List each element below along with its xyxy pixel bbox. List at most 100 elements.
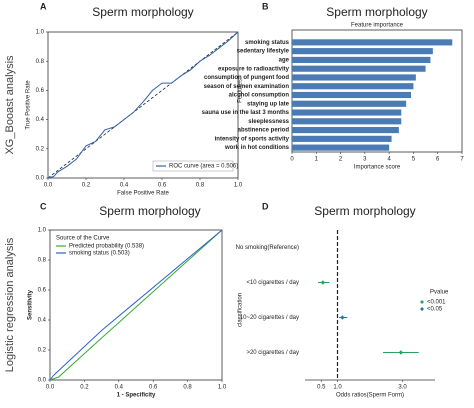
y-tick-label: 0.2 <box>38 348 47 354</box>
chart-title: Sperm morphology <box>314 204 415 218</box>
category-label: sauna use in the last 3 months <box>202 110 290 116</box>
x-tick-label: 0.8 <box>196 183 205 189</box>
panel-letter: D <box>262 201 269 211</box>
bar <box>292 100 407 107</box>
y-axis-label: Features <box>238 79 244 103</box>
roc-curve <box>47 31 239 179</box>
x-tick-label: 6 <box>436 157 440 163</box>
category-label: No smoking(Reference) <box>236 245 299 251</box>
legend-label: Predicted probability (0.538) <box>69 244 144 250</box>
plot-frame <box>49 229 223 381</box>
bar <box>292 83 414 90</box>
category-label: intensity of sports activity <box>215 136 290 142</box>
y-tick-label: 1.0 <box>36 30 45 36</box>
x-tick-label: 4 <box>387 157 391 163</box>
x-tick-label: 3 <box>363 157 367 163</box>
x-tick-label: 0.4 <box>120 183 129 189</box>
bar <box>292 144 390 151</box>
roc-curve <box>49 229 223 381</box>
x-axis-label: Odds ratios(Sperm Form) <box>336 393 404 399</box>
plot-frame <box>291 29 463 153</box>
legend-label: <0.05 <box>427 307 443 313</box>
diagonal <box>47 31 239 179</box>
x-tick-label: 0.6 <box>158 183 167 189</box>
x-tick-label: 0.0 <box>46 385 55 391</box>
chart-title: Sperm morphology <box>99 204 200 218</box>
panel-letter: C <box>40 201 47 211</box>
x-tick-label: 3.0 <box>398 385 407 391</box>
x-tick-label: 0.4 <box>115 385 124 391</box>
panel-letter: B <box>262 1 269 11</box>
x-tick-label: 0.2 <box>82 183 91 189</box>
legend-title: Pvalue <box>430 290 449 296</box>
x-tick-label: 0.8 <box>183 385 192 391</box>
category-label: sleeplessness <box>248 119 289 125</box>
row-label: Logistic regression analysis <box>4 237 16 372</box>
y-tick-label: 0.4 <box>38 318 47 324</box>
category-label: abstinence period <box>238 128 290 134</box>
category-label: alcohol consumption <box>229 93 290 99</box>
y-axis-label: Sensitivity <box>28 289 34 320</box>
x-tick-label: 0.2 <box>80 385 89 391</box>
x-tick-label: 0 <box>290 157 294 163</box>
x-tick-label: 5 <box>412 157 416 163</box>
row-label: XG_Booast analysis <box>4 55 16 155</box>
chart-subtitle: Feature importance <box>351 23 404 29</box>
legend-label: smoking status (0.503) <box>69 251 130 257</box>
bar <box>292 39 453 46</box>
y-tick-label: 0.4 <box>36 117 45 123</box>
x-axis-label: False Positive Rate <box>117 191 169 197</box>
point <box>398 350 404 355</box>
x-tick-label: 7 <box>460 157 464 163</box>
x-tick-label: 2 <box>339 157 343 163</box>
y-axis-label: classification <box>238 293 244 327</box>
bar <box>292 56 431 63</box>
bar <box>292 135 392 142</box>
bar <box>292 74 416 81</box>
category-label: exposure to radioactivity <box>218 66 290 72</box>
category-label: >20 cigarettes / day <box>246 350 299 356</box>
x-tick-label: 0.5 <box>317 385 326 391</box>
category-label: season of semen examination <box>204 84 290 90</box>
plot-frame <box>47 31 239 179</box>
x-axis-label: Importance score <box>354 165 401 171</box>
y-tick-label: 0.0 <box>36 176 45 182</box>
x-tick-label: 0.6 <box>149 385 158 391</box>
legend-swatch <box>420 307 424 311</box>
category-label: consumption of pungent food <box>204 75 289 81</box>
category-label: <10 cigarettes / day <box>246 280 299 286</box>
y-axis-label: True Positive Rate <box>26 80 32 130</box>
bar <box>292 127 399 134</box>
x-tick-label: 1.0 <box>234 183 243 189</box>
category-label: sedentary lifestyle <box>237 49 290 55</box>
panel-letter: A <box>40 1 47 11</box>
x-tick-label: 1.0 <box>218 385 227 391</box>
legend-swatch <box>420 300 424 304</box>
legend-box <box>152 160 234 172</box>
legend-title: Source of the Curve <box>56 236 110 242</box>
y-tick-label: 0.8 <box>38 258 47 264</box>
y-tick-label: 1.0 <box>38 228 47 234</box>
x-tick-label: 1.0 <box>333 385 342 391</box>
x-axis-label: 1 - Specificity <box>117 393 156 399</box>
x-tick-label: 1 <box>315 157 319 163</box>
y-tick-label: 0.8 <box>36 59 45 65</box>
category-label: age <box>279 58 290 64</box>
category-label: 10~20 cigarettes / day <box>240 315 299 321</box>
bar <box>292 118 402 125</box>
chart-title: Sperm morphology <box>326 5 427 19</box>
y-tick-label: 0.6 <box>38 288 47 294</box>
category-label: smoking status <box>245 40 290 46</box>
point <box>340 315 345 320</box>
y-tick-label: 0.2 <box>36 146 45 152</box>
category-label: work in hot conditions <box>224 145 290 151</box>
bar <box>292 109 402 116</box>
legend-label: ROC curve (area = 0.506) <box>169 164 238 170</box>
y-tick-label: 0.0 <box>38 378 47 384</box>
chart-title: Sperm morphology <box>92 5 193 19</box>
legend-label: <0.001 <box>427 300 446 306</box>
bar <box>292 48 433 55</box>
category-label: staying up late <box>247 101 290 107</box>
bar <box>292 91 411 99</box>
